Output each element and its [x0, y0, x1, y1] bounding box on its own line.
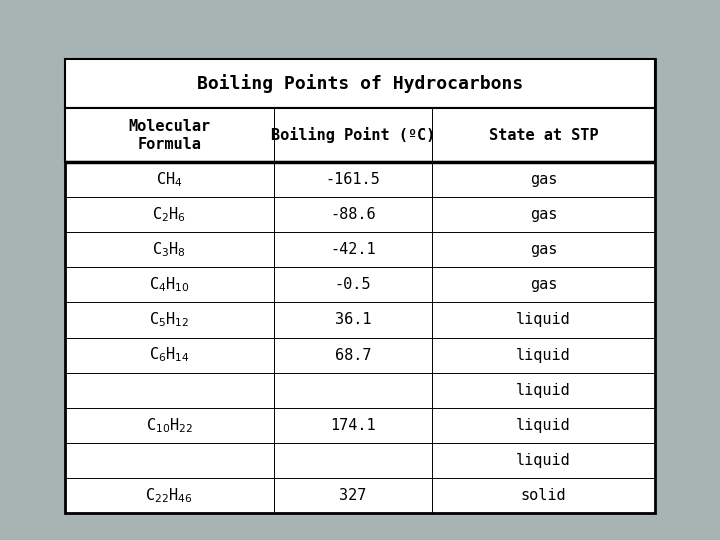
- Text: -0.5: -0.5: [335, 278, 371, 292]
- Bar: [65, 59, 655, 513]
- Text: C$_2$H$_6$: C$_2$H$_6$: [152, 205, 186, 224]
- Text: liquid: liquid: [516, 348, 571, 362]
- Text: C$_3$H$_8$: C$_3$H$_8$: [152, 240, 186, 259]
- Text: 327: 327: [339, 488, 366, 503]
- Text: gas: gas: [530, 242, 557, 257]
- Text: gas: gas: [530, 172, 557, 187]
- Bar: [65, 59, 655, 108]
- Text: Boiling Point (ºC): Boiling Point (ºC): [271, 127, 435, 143]
- Bar: [65, 108, 655, 162]
- Text: gas: gas: [530, 207, 557, 222]
- Text: 68.7: 68.7: [335, 348, 371, 362]
- Text: liquid: liquid: [516, 383, 571, 397]
- Text: 36.1: 36.1: [335, 313, 371, 327]
- Text: solid: solid: [521, 488, 567, 503]
- Text: -161.5: -161.5: [325, 172, 380, 187]
- Text: Formula: Formula: [138, 137, 201, 152]
- Text: C$_{22}$H$_{46}$: C$_{22}$H$_{46}$: [145, 486, 193, 505]
- Text: -42.1: -42.1: [330, 242, 376, 257]
- Text: liquid: liquid: [516, 453, 571, 468]
- Text: State at STP: State at STP: [489, 127, 598, 143]
- Text: gas: gas: [530, 278, 557, 292]
- Text: C$_6$H$_{14}$: C$_6$H$_{14}$: [149, 346, 189, 365]
- Text: liquid: liquid: [516, 418, 571, 433]
- Text: 174.1: 174.1: [330, 418, 376, 433]
- Text: -88.6: -88.6: [330, 207, 376, 222]
- Text: CH$_4$: CH$_4$: [156, 170, 182, 189]
- Text: Boiling Points of Hydrocarbons: Boiling Points of Hydrocarbons: [197, 74, 523, 93]
- Text: C$_{10}$H$_{22}$: C$_{10}$H$_{22}$: [145, 416, 193, 435]
- Text: C$_4$H$_{10}$: C$_4$H$_{10}$: [149, 275, 189, 294]
- Text: C$_5$H$_{12}$: C$_5$H$_{12}$: [149, 310, 189, 329]
- Text: liquid: liquid: [516, 313, 571, 327]
- Text: Molecular: Molecular: [128, 119, 210, 134]
